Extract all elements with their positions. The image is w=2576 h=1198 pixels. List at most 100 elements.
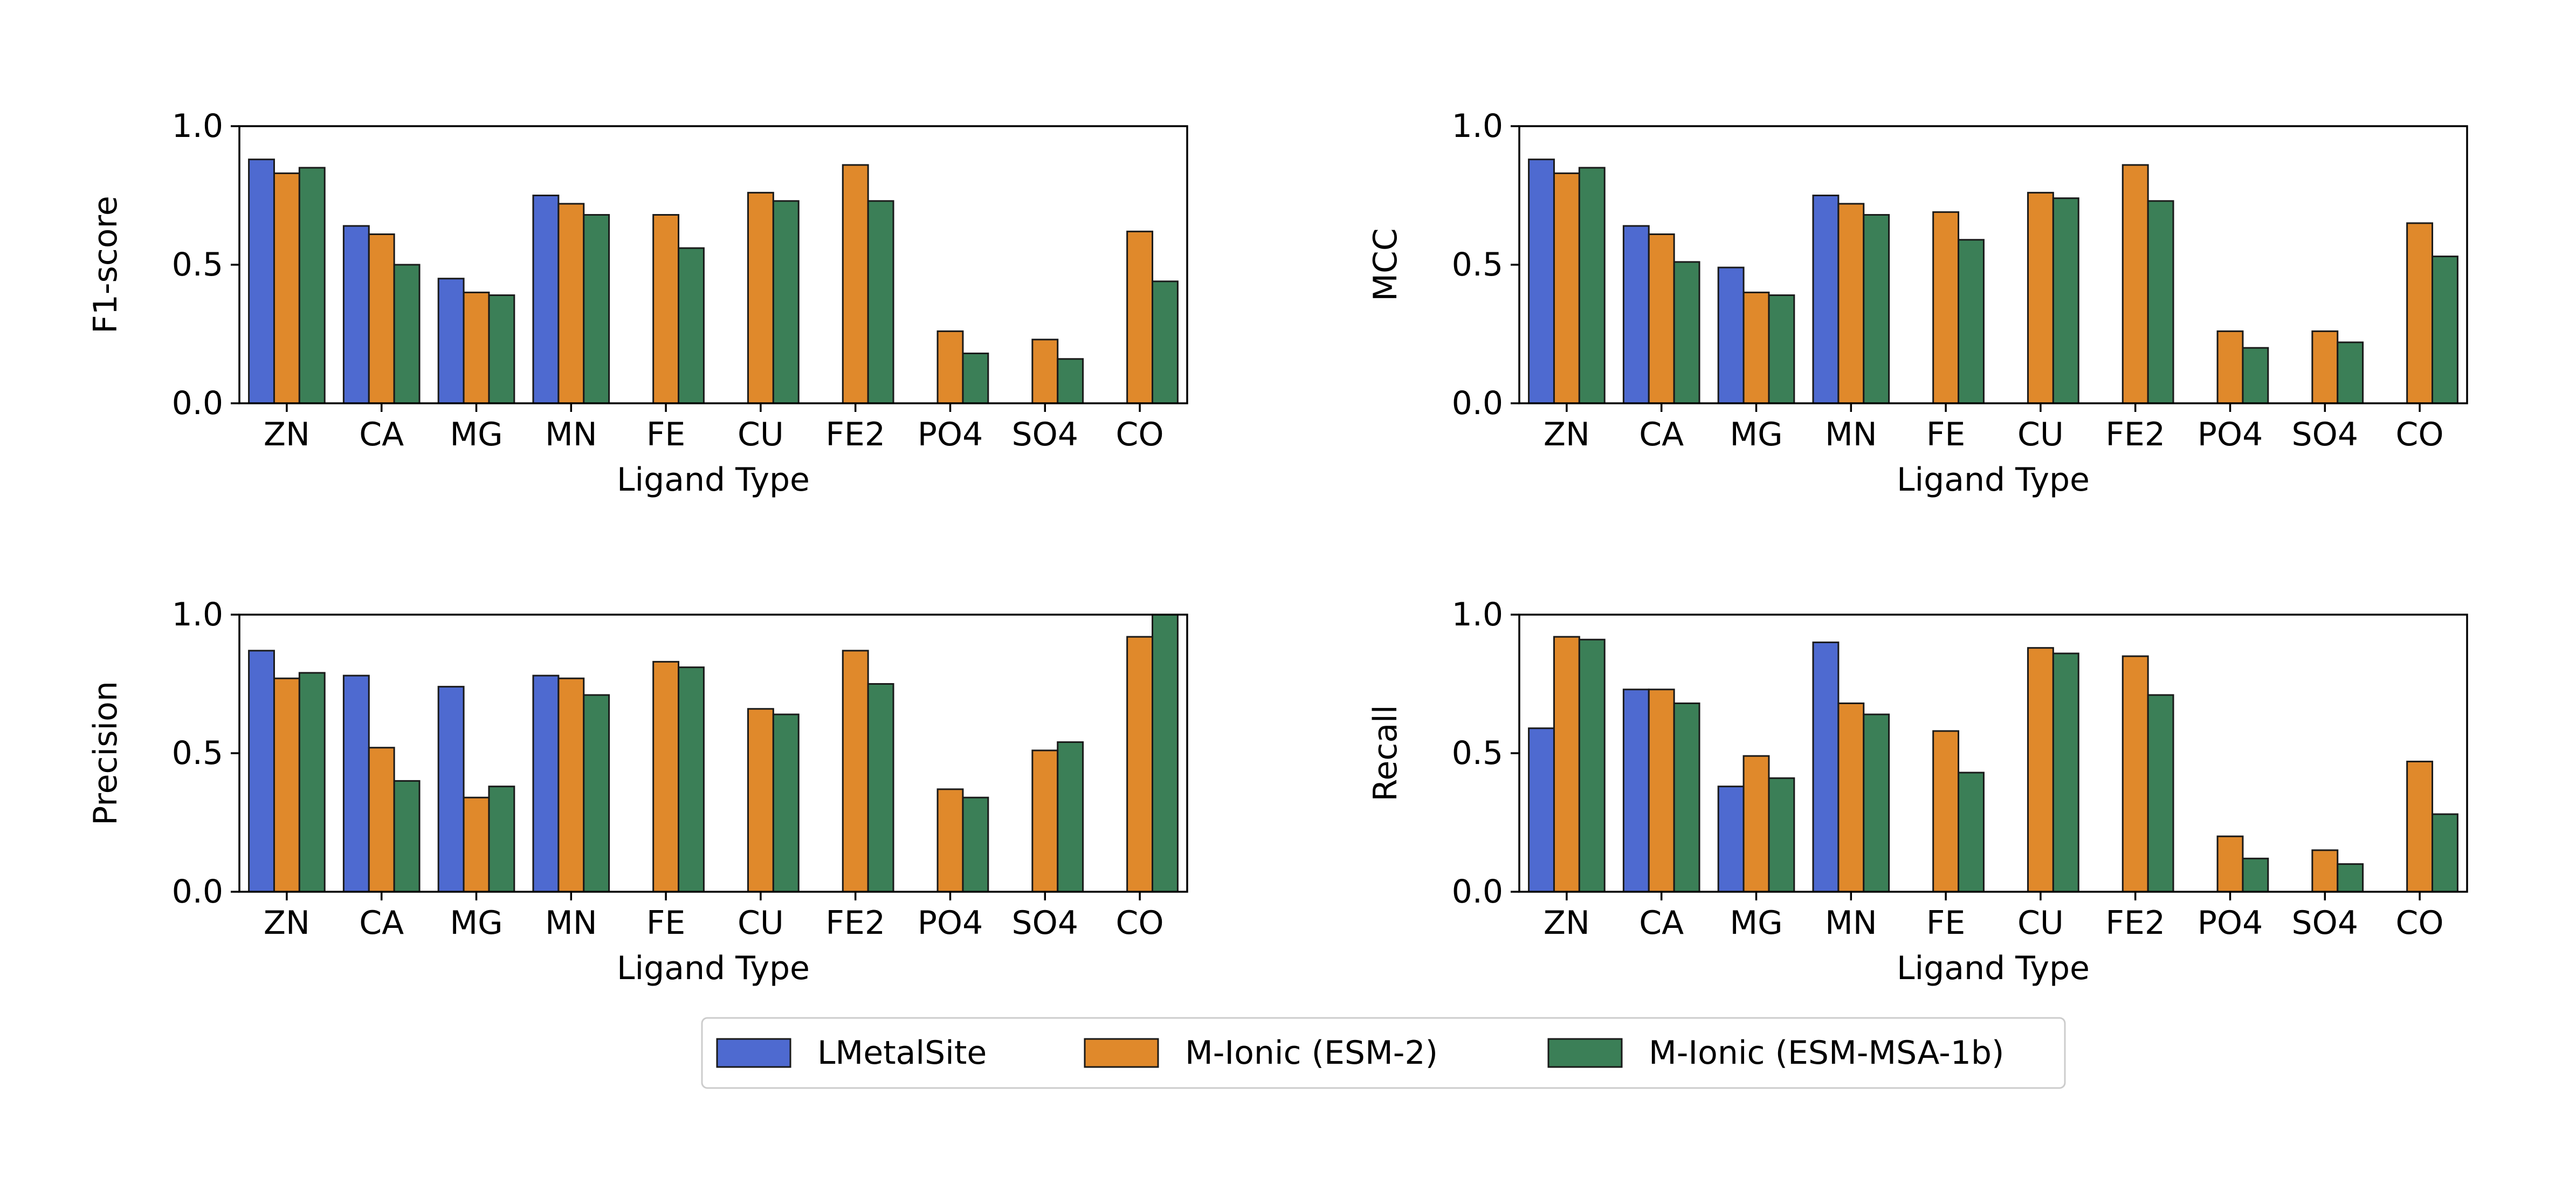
y-tick-label: 1.0: [172, 107, 223, 145]
bar-fe2-m-ionic-esm-msa-1b: [867, 200, 894, 404]
x-tick-label-po4: PO4: [918, 904, 983, 942]
x-tick-label-po4: PO4: [918, 416, 983, 453]
bar-ca-lmetalsite: [342, 225, 370, 404]
bar-po4-m-ionic-esm-2: [936, 330, 964, 404]
bar-po4-m-ionic-esm-2: [2216, 330, 2244, 404]
y-tick-label: 0.5: [172, 734, 223, 772]
bar-ca-m-ionic-esm-2: [1648, 688, 1675, 893]
bar-ca-lmetalsite: [1622, 688, 1650, 893]
x-tick-label-cu: CU: [2017, 416, 2064, 453]
bar-zn-m-ionic-esm-msa-1b: [1578, 638, 1606, 893]
bar-so4-m-ionic-esm-2: [2311, 849, 2339, 893]
bar-cu-m-ionic-esm-2: [747, 191, 774, 404]
bar-mg-lmetalsite: [1717, 266, 1745, 404]
bar-mn-m-ionic-esm-msa-1b: [583, 694, 610, 893]
x-tick-label-so4: SO4: [2292, 904, 2359, 942]
bar-mg-m-ionic-esm-msa-1b: [1768, 777, 1795, 893]
bar-fe-m-ionic-esm-2: [1932, 730, 1960, 893]
x-tick-label-zn: ZN: [264, 416, 310, 453]
bar-fe-m-ionic-esm-msa-1b: [678, 666, 705, 893]
x-tick-label-mn: MN: [545, 904, 597, 942]
bar-mn-m-ionic-esm-2: [557, 677, 585, 893]
bar-po4-m-ionic-esm-2: [936, 788, 964, 893]
chart-mcc: 0.0 0.5 1.0 ZN CA MG MN FE CU FE2 PO4 SO4 CO Ligand T…: [1367, 107, 2468, 499]
bar-fe-m-ionic-esm-msa-1b: [1958, 772, 1985, 893]
bar-co-m-ionic-esm-msa-1b: [1152, 280, 1179, 404]
x-tick-label-po4: PO4: [2198, 416, 2263, 453]
y-tick-label: 0.0: [1452, 873, 1503, 911]
bar-zn-m-ionic-esm-msa-1b: [298, 167, 326, 404]
x-tick-label-ca: CA: [359, 904, 404, 942]
bar-zn-lmetalsite: [1528, 727, 1555, 893]
x-tick-label-so4: SO4: [1012, 416, 1079, 453]
x-tick-label-co: CO: [1116, 904, 1164, 942]
legend-swatch-m-ionic-esm-msa-1b: [1547, 1038, 1623, 1068]
bar-zn-m-ionic-esm-msa-1b: [1578, 167, 1606, 404]
bar-mg-m-ionic-esm-msa-1b: [488, 294, 515, 404]
bar-zn-m-ionic-esm-msa-1b: [298, 672, 326, 893]
bar-so4-m-ionic-esm-msa-1b: [2337, 863, 2364, 893]
x-axis-label: Ligand Type: [617, 949, 810, 987]
bar-po4-m-ionic-esm-msa-1b: [2242, 347, 2269, 404]
x-tick-label-ca: CA: [359, 416, 404, 453]
bar-mn-lmetalsite: [532, 195, 560, 404]
y-tick-label: 0.0: [172, 873, 223, 911]
x-tick-label-zn: ZN: [264, 904, 310, 942]
x-tick-label-po4: PO4: [2198, 904, 2263, 942]
y-axis-label: MCC: [1367, 228, 1404, 301]
y-tick-label: 0.5: [1452, 734, 1503, 772]
y-tick-label: 1.0: [1452, 596, 1503, 634]
y-tick-label: 1.0: [1452, 107, 1503, 145]
x-tick-label-so4: SO4: [2292, 416, 2359, 453]
bar-mg-m-ionic-esm-2: [463, 291, 490, 404]
bar-cu-m-ionic-esm-msa-1b: [772, 200, 800, 404]
x-axis-label: Ligand Type: [1897, 949, 2090, 987]
x-tick-label-mg: MG: [1730, 416, 1782, 453]
bar-so4-m-ionic-esm-2: [1031, 339, 1059, 404]
bar-mg-m-ionic-esm-2: [1742, 291, 1770, 404]
bar-mn-m-ionic-esm-msa-1b: [583, 214, 610, 404]
y-tick-label: 1.0: [172, 596, 223, 634]
bar-mn-lmetalsite: [532, 674, 560, 893]
bar-fe2-m-ionic-esm-msa-1b: [2147, 200, 2174, 404]
bar-mg-m-ionic-esm-msa-1b: [488, 786, 515, 893]
x-tick-label-mn: MN: [1825, 416, 1877, 453]
bar-fe-m-ionic-esm-2: [1932, 211, 1960, 404]
bar-fe2-m-ionic-esm-msa-1b: [867, 683, 894, 893]
legend-label-lmetalsite: LMetalSite: [817, 1034, 987, 1072]
bar-zn-lmetalsite: [1528, 159, 1555, 404]
bar-cu-m-ionic-esm-2: [747, 708, 774, 893]
chart-f1-score: 0.0 0.5 1.0 ZN CA MG MN FE CU FE2 PO4 SO4 CO Ligand T…: [87, 107, 1188, 499]
x-tick-label-co: CO: [1116, 416, 1164, 453]
x-tick-label-mg: MG: [1730, 904, 1782, 942]
x-tick-label-cu: CU: [738, 416, 784, 453]
legend-swatch-m-ionic-esm-2: [1084, 1038, 1159, 1068]
bar-mg-lmetalsite: [437, 686, 465, 893]
bar-co-m-ionic-esm-msa-1b: [2432, 256, 2458, 404]
x-tick-label-mn: MN: [545, 416, 597, 453]
bar-zn-m-ionic-esm-2: [1553, 636, 1580, 893]
bar-fe-m-ionic-esm-msa-1b: [678, 247, 705, 404]
x-tick-label-mn: MN: [1825, 904, 1877, 942]
x-tick-label-cu: CU: [2017, 904, 2064, 942]
chart-panels: 0.0 0.5 1.0 ZN CA MG MN FE CU FE2 PO4 SO4 CO Ligand T…: [87, 107, 2468, 987]
bar-fe2-m-ionic-esm-2: [2122, 164, 2149, 404]
bar-mn-m-ionic-esm-2: [1837, 702, 1865, 893]
bar-ca-m-ionic-esm-msa-1b: [393, 264, 421, 404]
bar-co-m-ionic-esm-2: [2406, 760, 2434, 893]
bar-mn-m-ionic-esm-2: [557, 203, 585, 404]
y-tick-label: 0.0: [1452, 384, 1503, 422]
bar-ca-m-ionic-esm-2: [1648, 233, 1675, 404]
bar-so4-m-ionic-esm-msa-1b: [1057, 741, 1084, 893]
bar-cu-m-ionic-esm-msa-1b: [772, 713, 800, 893]
bar-cu-m-ionic-esm-2: [2027, 647, 2054, 893]
bar-ca-m-ionic-esm-msa-1b: [393, 780, 421, 893]
bar-mn-lmetalsite: [1812, 195, 1840, 404]
bar-po4-m-ionic-esm-msa-1b: [2242, 857, 2269, 893]
legend: LMetalSite M-Ionic (ESM-2) M-Ionic (ESM-MS…: [701, 1017, 2066, 1089]
bar-co-m-ionic-esm-2: [2406, 222, 2434, 404]
bar-mg-lmetalsite: [437, 278, 465, 404]
legend-box: [701, 1017, 2066, 1089]
bar-ca-m-ionic-esm-2: [368, 747, 395, 893]
